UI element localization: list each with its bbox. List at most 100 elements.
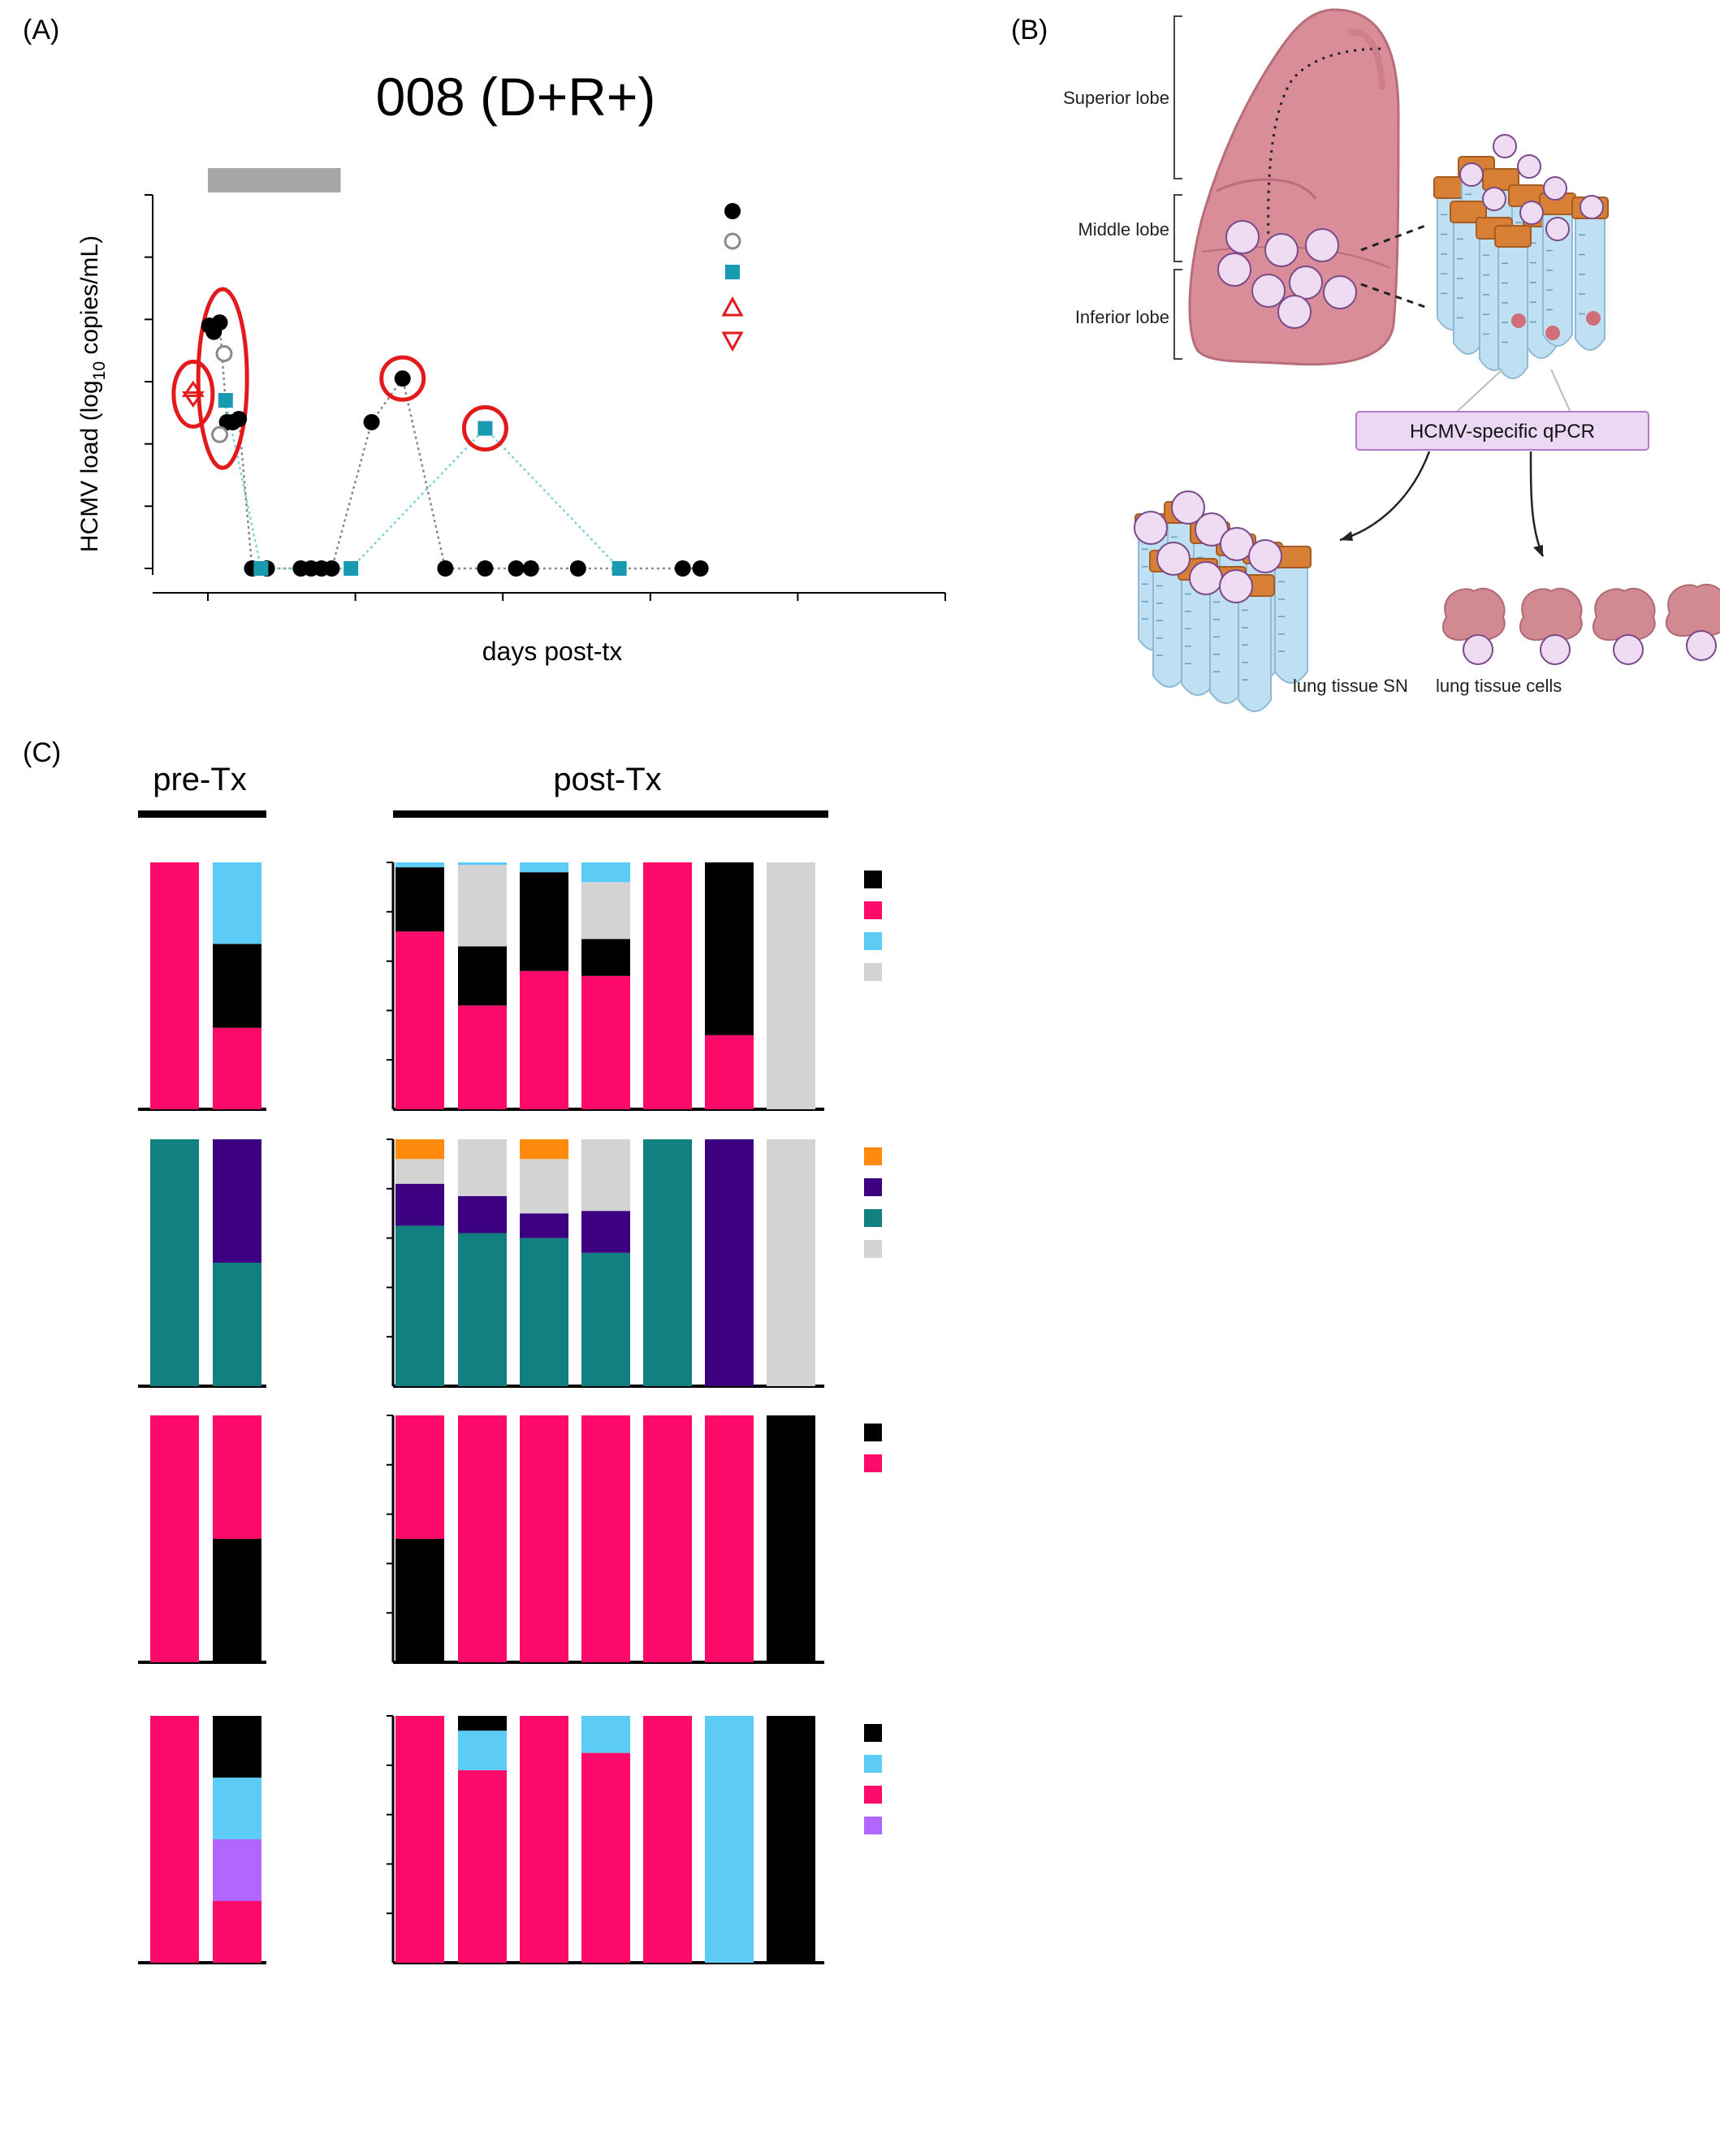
- plasma-point: [477, 560, 494, 577]
- plasma-point: [231, 411, 248, 427]
- bar-segment: [150, 1716, 199, 1963]
- bar-segment: [213, 1716, 261, 1778]
- bar-segment: [767, 1716, 815, 1963]
- bar-segment: [581, 882, 630, 940]
- tube-body: [1274, 564, 1308, 684]
- sample-badge: [1580, 195, 1604, 219]
- bal-point: [253, 561, 269, 576]
- bar-segment: [581, 1716, 630, 1753]
- superior-lobe-label: Superior lobe: [1063, 88, 1169, 108]
- tissue-cell-samples: [1441, 583, 1720, 665]
- bar-segment: [643, 1716, 692, 1963]
- treatment-bar: [208, 168, 341, 192]
- bal-point: [478, 421, 493, 436]
- bal-point: [344, 561, 359, 576]
- assay-box: [1355, 411, 1649, 451]
- series-points-a: [181, 314, 709, 577]
- serum-point: [215, 345, 233, 362]
- plasma-point: [437, 560, 454, 577]
- legend-swatch: [864, 871, 882, 888]
- bar-segment: [767, 1139, 815, 1386]
- bar-segment: [581, 1211, 630, 1253]
- tissue-pellet: [1545, 326, 1560, 340]
- bar-segment: [395, 1539, 444, 1662]
- arrowhead-icon: [1533, 545, 1543, 557]
- plasma-point: [522, 560, 539, 577]
- bar-segment: [150, 862, 199, 1109]
- superior-lobe-bracket: [1173, 15, 1182, 179]
- tube-rack-bottom: [1134, 490, 1312, 712]
- tissue-cell-blob: [1519, 587, 1583, 642]
- legend-swatch: [864, 901, 882, 919]
- highlight-rings-a: [171, 287, 508, 470]
- bar-segment: [213, 1027, 261, 1109]
- bal-point: [612, 561, 627, 576]
- bar-segment: [213, 1839, 261, 1901]
- panel-label-a: (A): [23, 15, 59, 45]
- arrow-to-sn: [1339, 451, 1431, 542]
- bar-segment: [395, 1415, 444, 1539]
- tube-body: [1238, 592, 1272, 712]
- bar-segment: [213, 1139, 261, 1263]
- bar-segment: [458, 1233, 507, 1386]
- y-axis-title-a: HCMV load (log10 copies/mL): [76, 235, 109, 552]
- bar-segment: [458, 1139, 507, 1196]
- pre-tx-label: pre-Tx: [153, 762, 247, 797]
- bar-segment: [767, 1415, 815, 1662]
- sample-badge: [1264, 233, 1299, 267]
- tissue-pellet: [1511, 313, 1526, 328]
- tissue-pellet: [1586, 311, 1601, 326]
- legend-serum-marker: [724, 232, 741, 250]
- plasma-connector: [208, 319, 701, 570]
- sample-badge: [1220, 527, 1254, 561]
- sample-badge: [1686, 630, 1717, 661]
- tube-cap: [1494, 225, 1532, 248]
- bar-segment: [395, 1159, 444, 1184]
- sample-badge: [1482, 187, 1506, 211]
- sample-badge: [1613, 634, 1644, 665]
- lung-lobe-fissure-2: [1216, 178, 1317, 200]
- bar-segment: [458, 1730, 507, 1770]
- sample-badge: [1305, 228, 1339, 262]
- x-axis-title-a: days post-tx: [482, 637, 623, 666]
- plasma-point: [363, 413, 380, 430]
- tube-rack-top: [1433, 134, 1609, 379]
- sample-badge: [1517, 154, 1541, 179]
- legend-swatch: [864, 1755, 882, 1773]
- legend-plasma-marker: [724, 203, 741, 219]
- bar-segment: [581, 1415, 630, 1662]
- panel-label-b: (B): [1011, 15, 1048, 45]
- inferior-lobe-label: Inferior lobe: [1075, 307, 1169, 327]
- bar-segment: [458, 1195, 507, 1234]
- bar-segment: [581, 1752, 630, 1963]
- axes-a: [145, 194, 946, 601]
- tube-body: [1542, 210, 1573, 347]
- legend-swatch: [864, 963, 882, 981]
- bar-segment: [395, 1716, 444, 1963]
- plasma-point: [508, 560, 525, 577]
- middle-lobe-label: Middle lobe: [1078, 219, 1169, 240]
- pre-tx-bracket: [138, 810, 266, 818]
- panel-label-c: (C): [23, 737, 61, 768]
- bar-segment: [767, 862, 815, 1109]
- legend-donor-sn-marker: [721, 296, 744, 317]
- sample-badge: [1323, 275, 1357, 309]
- bar-segment: [705, 1139, 754, 1386]
- sample-badge: [1189, 561, 1223, 595]
- sn-label: lung tissue SN: [1293, 676, 1408, 696]
- highlight-ring: [171, 359, 215, 429]
- post-tx-label: post-Tx: [553, 762, 661, 797]
- legend-a: [721, 203, 744, 352]
- lung-lobe-fissure-3: [1201, 246, 1391, 269]
- legend-swatch: [864, 932, 882, 950]
- assay-box-label: HCMV-specific qPCR: [1410, 421, 1595, 443]
- sample-badge: [1225, 220, 1260, 254]
- legend-swatch: [864, 1178, 882, 1196]
- panel-c-stacked-bars: pre-Tx post-Tx: [138, 762, 882, 1964]
- legend-swatch: [864, 1454, 882, 1472]
- bar-segment: [520, 1139, 568, 1160]
- bar-segment: [395, 1225, 444, 1386]
- bar-segment: [395, 931, 444, 1109]
- bar-segment: [581, 1139, 630, 1212]
- arrow-to-cells: [1529, 451, 1545, 557]
